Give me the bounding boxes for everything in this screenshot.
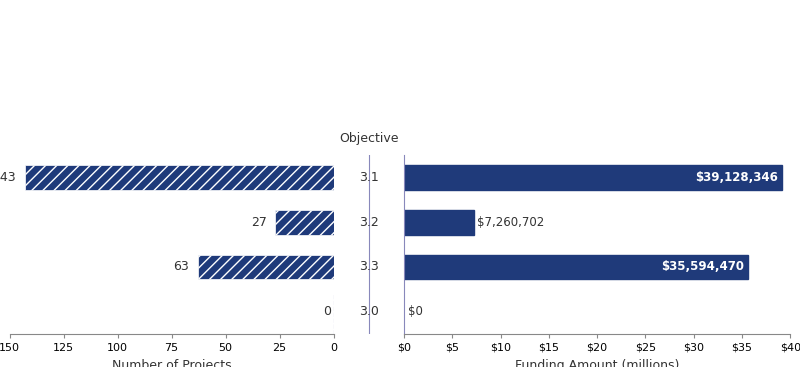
Text: 0: 0	[323, 305, 331, 318]
Text: 3.3: 3.3	[359, 261, 378, 273]
X-axis label: Number of Projects: Number of Projects	[112, 359, 231, 367]
X-axis label: Funding Amount (millions): Funding Amount (millions)	[515, 359, 679, 367]
Bar	[404, 255, 748, 279]
Text: $35,594,470: $35,594,470	[661, 261, 744, 273]
Bar	[275, 210, 334, 235]
Text: Objective: Objective	[339, 131, 398, 145]
Bar	[404, 165, 782, 190]
Text: 63: 63	[173, 261, 189, 273]
Bar	[198, 255, 334, 279]
Text: Number of Projects: 233: Number of Projects: 233	[305, 112, 495, 126]
Text: Total Funding: $81,983,518: Total Funding: $81,983,518	[293, 83, 507, 97]
Text: 2019: 2019	[375, 19, 425, 37]
Text: 3.1: 3.1	[359, 171, 378, 184]
Text: $39,128,346: $39,128,346	[695, 171, 778, 184]
Text: $7,260,702: $7,260,702	[477, 216, 544, 229]
Text: 3.0: 3.0	[359, 305, 378, 318]
Text: 143: 143	[0, 171, 16, 184]
Text: 3.2: 3.2	[359, 216, 378, 229]
Text: 27: 27	[250, 216, 266, 229]
Bar	[404, 210, 474, 235]
Bar	[25, 165, 334, 190]
Text: Question 3: Genetic and Environmental Factors: Question 3: Genetic and Environmental Fa…	[186, 50, 614, 65]
Text: $0: $0	[408, 305, 422, 318]
